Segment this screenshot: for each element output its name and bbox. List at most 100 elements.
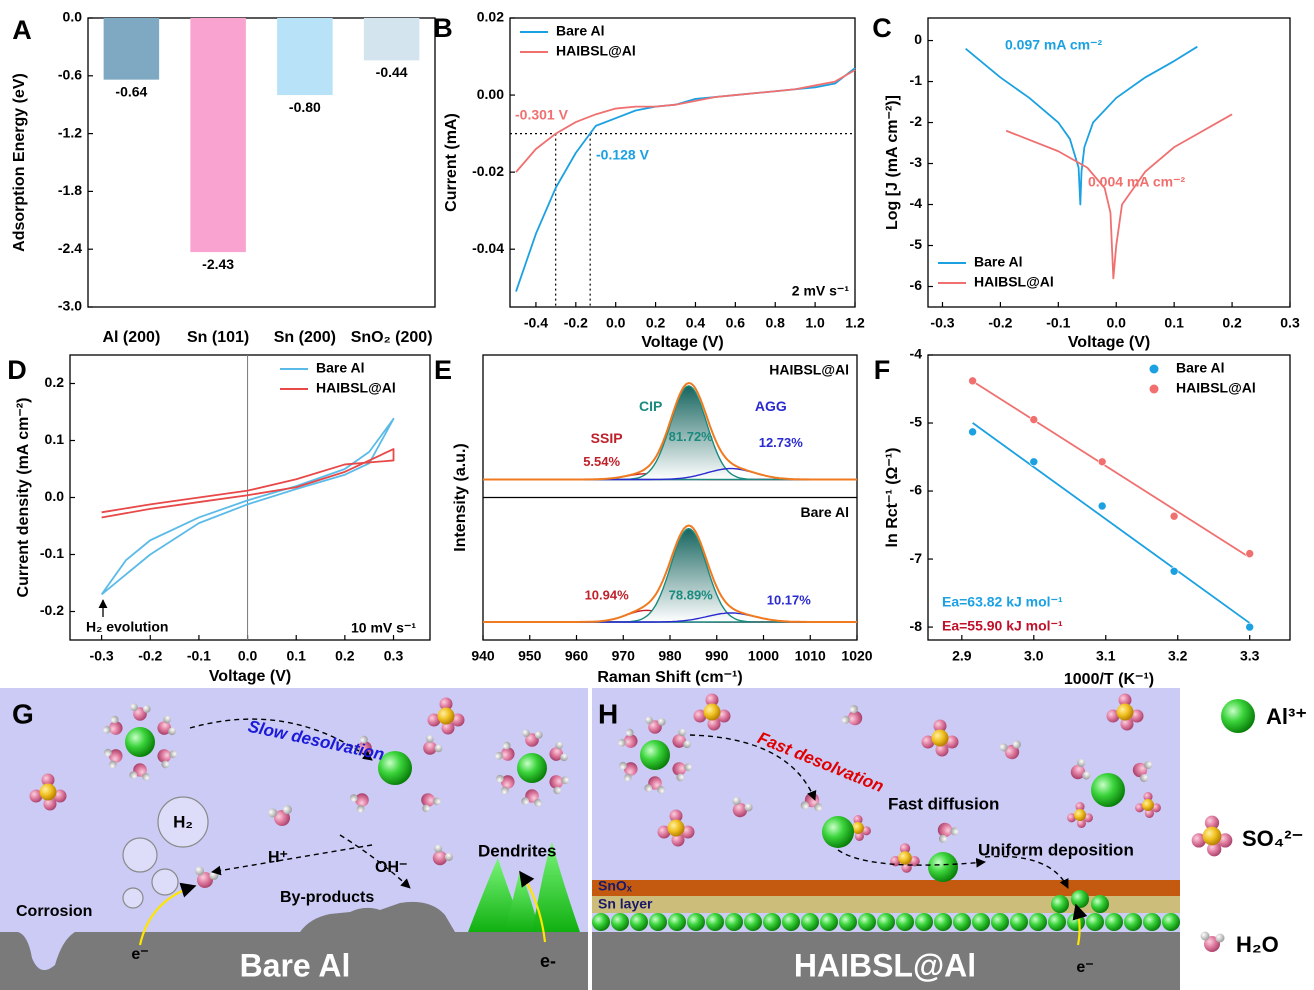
value-label: 5.54% — [583, 454, 620, 469]
al-ion — [1105, 913, 1123, 931]
plot-frame — [509, 17, 856, 308]
sulfur — [667, 819, 685, 837]
bar — [190, 18, 246, 253]
x-tick-label: 980 — [658, 648, 682, 664]
sulfur — [1202, 826, 1222, 846]
oxygen — [441, 721, 455, 735]
al-ion — [125, 727, 155, 757]
panel-label: D — [7, 355, 27, 385]
annotation: 0.097 mA cm⁻² — [1005, 37, 1102, 53]
hydrogen — [744, 803, 753, 812]
water-molecule — [130, 703, 151, 721]
bar — [103, 18, 160, 80]
y-tick-label: -5 — [910, 236, 923, 252]
water-molecule — [421, 793, 441, 813]
line-series — [1005, 113, 1233, 280]
hydrogen — [644, 784, 653, 792]
y-axis-label: ln Rct⁻¹ (Ω⁻¹) — [884, 448, 901, 548]
hydrogen — [732, 797, 741, 806]
oxygen — [1218, 833, 1233, 848]
sulfur — [931, 729, 949, 747]
water-molecule — [1132, 760, 1153, 783]
hydrogen — [268, 808, 278, 818]
schematic-label: Sn layer — [598, 896, 653, 912]
oxygen — [1151, 803, 1161, 813]
al-ion — [1124, 913, 1142, 931]
substrate — [592, 932, 1180, 990]
oxygen — [935, 743, 949, 757]
hydrogen — [534, 798, 542, 807]
fit-envelope — [483, 381, 857, 481]
hydrogen — [619, 761, 627, 770]
x-tick-label: 0.8 — [765, 315, 785, 331]
x-tick-label: -0.1 — [187, 648, 211, 664]
oxygen — [549, 747, 564, 761]
oxygen — [549, 775, 564, 789]
dashed-arrow — [984, 855, 1069, 889]
oxygen — [693, 709, 707, 723]
hydrogen — [109, 760, 117, 769]
hydrogen — [1215, 933, 1225, 943]
sulfur — [703, 703, 721, 721]
legend-label: HAIBSL@Al — [316, 380, 396, 396]
sulfate-ion — [657, 809, 695, 847]
oxygen — [1132, 762, 1148, 778]
hydrogen — [521, 797, 530, 805]
x-axis-label: Raman Shift (cm⁻¹) — [597, 669, 742, 686]
value-label: 10.94% — [585, 587, 630, 602]
x-tick-label: -0.4 — [524, 315, 548, 331]
oxygen — [1076, 818, 1086, 828]
al-ion — [782, 913, 800, 931]
y-tick-label: 0 — [914, 31, 922, 47]
hydrogen — [625, 728, 634, 737]
oxygen — [423, 741, 437, 755]
al-ion — [928, 852, 958, 882]
oxygen — [197, 872, 213, 888]
hydrogen — [168, 727, 176, 736]
y-tick-label: 0.2 — [45, 374, 65, 390]
schematic-label: e⁻ — [131, 946, 148, 963]
hydrogen — [683, 740, 691, 749]
al-ion — [1048, 913, 1066, 931]
y-tick-label: -1.2 — [58, 124, 82, 140]
spectrum-name: HAIBSL@Al — [769, 362, 849, 378]
hydrogen — [814, 803, 823, 812]
hydrogen — [534, 731, 543, 739]
y-tick-label: -2.4 — [58, 240, 82, 256]
y-tick-label: 0.00 — [477, 86, 504, 102]
x-tick-label: -0.3 — [930, 315, 954, 331]
al-ion — [896, 913, 914, 931]
sno-layer — [592, 880, 1180, 896]
oxygen — [157, 749, 172, 763]
x-tick-label: 0.2 — [646, 315, 666, 331]
al-ion — [1221, 699, 1255, 733]
water-molecule — [103, 715, 123, 735]
y-tick-label: -3.0 — [58, 298, 82, 314]
x-tick-label: 1.0 — [805, 315, 825, 331]
hydrogen — [676, 773, 685, 782]
oxygen — [681, 825, 695, 839]
plot-frame — [87, 17, 436, 308]
schematic-label: Uniform deposition — [978, 840, 1134, 859]
water-molecule — [619, 761, 638, 782]
x-tick-label: 0.3 — [1280, 315, 1300, 331]
y-tick-label: -2 — [910, 113, 923, 129]
oxygen — [732, 802, 748, 818]
x-tick-label: SnO₂ (200) — [351, 329, 433, 346]
al-ion — [877, 913, 895, 931]
hydrogen — [657, 718, 666, 726]
hydrogen — [841, 715, 850, 724]
oxygen — [1130, 709, 1144, 723]
al-ion — [822, 816, 854, 848]
schematic-label: Al³⁺ — [1266, 704, 1307, 729]
hydrogen — [618, 738, 626, 747]
value-label: -0.64 — [115, 83, 147, 99]
hydrogen — [1082, 771, 1091, 780]
y-tick-label: -6 — [910, 482, 923, 498]
schematic-label: HAIBSL@Al — [794, 947, 976, 983]
sn-layer — [592, 896, 1180, 913]
scatter-point — [1245, 549, 1254, 558]
al-ion — [1051, 895, 1069, 913]
x-tick-label: 3.2 — [1168, 648, 1188, 664]
oxygen — [1075, 802, 1085, 812]
